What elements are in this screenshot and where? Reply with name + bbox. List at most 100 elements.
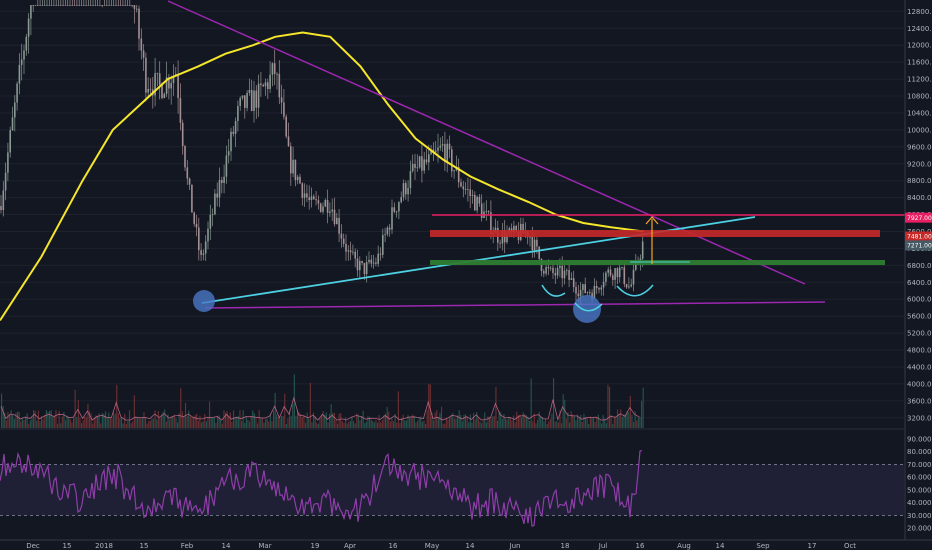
- volume-bar: [621, 416, 623, 428]
- volume-bar: [604, 418, 606, 428]
- volume-bar: [375, 419, 377, 428]
- candle-body: [204, 241, 207, 254]
- volume-bar: [5, 420, 7, 428]
- volume-bar: [218, 415, 220, 428]
- volume-bar: [465, 414, 467, 428]
- candle-body: [395, 211, 398, 213]
- volume-bar: [365, 421, 367, 428]
- candle-body: [598, 288, 600, 290]
- volume-bar: [146, 423, 148, 428]
- volume-bar: [213, 417, 215, 428]
- candle-body: [57, 5, 60, 6]
- volume-bar: [476, 411, 478, 428]
- candle-body: [264, 82, 267, 87]
- rsi-tick-label: 20.0000: [907, 525, 932, 533]
- candle-body: [474, 194, 476, 211]
- candle-body: [9, 130, 11, 153]
- time-tick-label: 14: [222, 542, 231, 550]
- candle-body: [584, 284, 586, 293]
- candle-body: [363, 262, 366, 275]
- volume-bar: [634, 411, 636, 428]
- volume-bar: [66, 415, 68, 428]
- price-tag-label: 7927.00: [907, 215, 932, 222]
- volume-bar: [130, 423, 132, 428]
- volume-bar: [473, 412, 475, 428]
- volume-bar: [421, 421, 423, 428]
- price-tick-label: 3200.00: [907, 414, 932, 422]
- volume-bar: [58, 410, 60, 428]
- volume-bar: [133, 395, 135, 428]
- candle-body: [30, 5, 32, 19]
- volume-bar: [612, 423, 614, 428]
- candle-body: [122, 5, 124, 6]
- candle-body: [607, 269, 609, 273]
- candle-body: [193, 212, 195, 224]
- volume-bar: [554, 421, 556, 428]
- volume-bar: [540, 416, 542, 428]
- rsi-tick-label: 50.0000: [907, 486, 932, 494]
- volume-bar: [636, 420, 638, 428]
- volume-bar: [28, 423, 30, 428]
- price-tick-label: 10800.00: [907, 93, 932, 101]
- candle-body: [200, 250, 202, 255]
- volume-bar: [41, 416, 43, 428]
- touch-circle-left[interactable]: [193, 290, 215, 312]
- volume-bar: [463, 414, 465, 428]
- candle-body: [237, 105, 239, 122]
- volume-bar: [474, 419, 476, 428]
- candle-body: [349, 250, 352, 253]
- price-tick-label: 12800.00: [907, 8, 932, 16]
- volume-bar: [68, 417, 70, 428]
- volume-bar: [124, 413, 126, 428]
- volume-bar: [511, 420, 513, 428]
- candle-body: [209, 214, 212, 229]
- candle-body: [354, 251, 356, 259]
- volume-bar: [641, 400, 643, 428]
- volume-bar: [485, 422, 487, 428]
- volume-bar: [637, 417, 639, 428]
- price-tick-label: 4000.00: [907, 380, 932, 388]
- candle-body: [441, 144, 444, 146]
- volume-bar: [450, 414, 452, 428]
- candle-body: [437, 147, 439, 151]
- candle-body: [48, 5, 51, 6]
- candle-body: [112, 5, 115, 6]
- candle-body: [545, 266, 547, 274]
- candle-body: [253, 90, 255, 112]
- candle-body: [407, 188, 409, 195]
- volume-bar: [207, 417, 209, 428]
- left-shoulder-arc: [541, 284, 566, 297]
- candle-body: [221, 179, 223, 184]
- candle-body: [559, 265, 561, 268]
- volume-bar: [412, 414, 414, 428]
- volume-bar: [132, 421, 134, 428]
- candle-body: [556, 267, 559, 276]
- volume-bar: [426, 410, 428, 428]
- volume-bar: [9, 414, 11, 428]
- touch-circle-right[interactable]: [573, 295, 601, 323]
- volume-bars: [1, 374, 644, 428]
- volume-bar: [74, 389, 76, 428]
- candle-body: [386, 227, 389, 235]
- candle-body: [156, 73, 159, 74]
- volume-bar: [434, 412, 436, 428]
- candle-body: [476, 196, 478, 211]
- candle-body: [25, 36, 28, 51]
- volume-bar: [610, 415, 612, 428]
- candle-body: [170, 83, 172, 89]
- candle-body: [76, 5, 78, 6]
- volume-bar: [564, 399, 566, 428]
- volume-bar: [215, 422, 217, 428]
- volume-bar: [10, 410, 12, 428]
- candle-body: [280, 97, 283, 103]
- support-line-lower[interactable]: [204, 301, 826, 309]
- candle-body: [103, 5, 106, 6]
- candle-body: [388, 227, 391, 230]
- red-resistance-zone[interactable]: [430, 230, 880, 237]
- candle-body: [333, 209, 336, 225]
- volume-bar: [410, 417, 412, 428]
- volume-bar: [521, 417, 523, 428]
- candle-body: [572, 278, 575, 287]
- candle-body: [329, 211, 331, 213]
- volume-bar: [26, 413, 28, 428]
